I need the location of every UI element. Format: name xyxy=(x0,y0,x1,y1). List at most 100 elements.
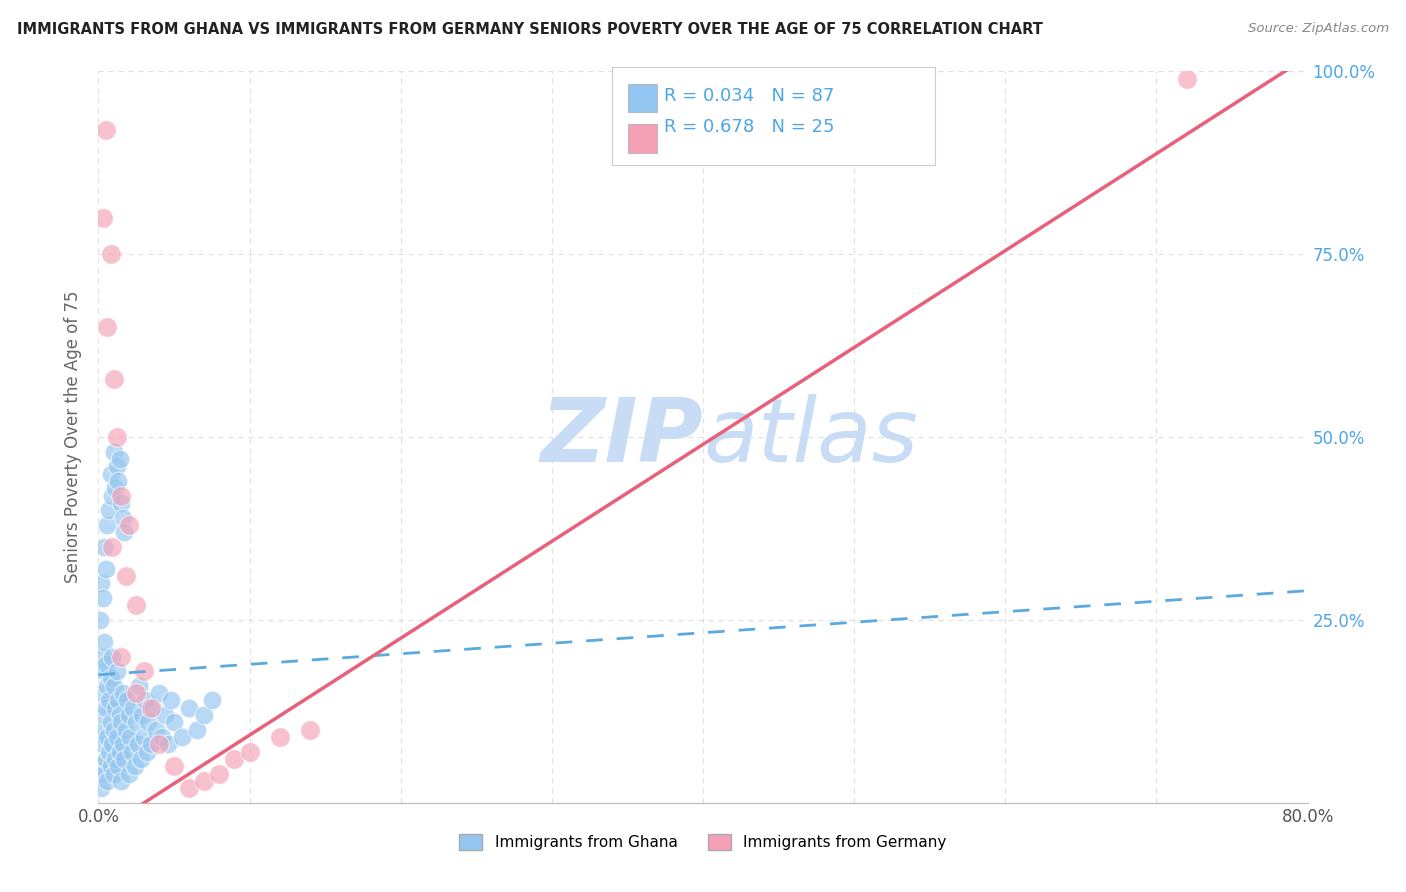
Point xyxy=(148,737,170,751)
Point xyxy=(91,737,114,751)
Point xyxy=(239,745,262,759)
Point xyxy=(125,599,148,613)
Point xyxy=(148,686,170,700)
Point xyxy=(179,700,201,714)
Point xyxy=(131,708,153,723)
Point xyxy=(100,759,122,773)
Point xyxy=(125,686,148,700)
Point xyxy=(105,730,128,744)
Point xyxy=(108,708,131,723)
Point xyxy=(93,635,115,649)
Point xyxy=(193,773,215,788)
Point xyxy=(94,562,117,576)
Point xyxy=(91,211,114,225)
Point xyxy=(103,444,125,458)
Point xyxy=(299,723,322,737)
Point xyxy=(90,576,112,591)
Point xyxy=(135,745,157,759)
Point xyxy=(201,693,224,707)
Point xyxy=(107,693,129,707)
Point xyxy=(111,510,134,524)
Point xyxy=(96,730,118,744)
Point xyxy=(94,123,117,137)
Point xyxy=(129,752,152,766)
Text: Source: ZipAtlas.com: Source: ZipAtlas.com xyxy=(1249,22,1389,36)
Point xyxy=(1175,71,1198,86)
Point xyxy=(108,452,131,467)
Point xyxy=(98,503,121,517)
Point xyxy=(118,766,141,780)
Point xyxy=(101,489,124,503)
Point xyxy=(132,664,155,678)
Point xyxy=(100,247,122,261)
Point xyxy=(163,759,186,773)
Point xyxy=(118,517,141,532)
Point xyxy=(193,708,215,723)
Point xyxy=(94,657,117,671)
Point xyxy=(112,525,135,540)
Point xyxy=(170,730,193,744)
Point xyxy=(103,371,125,385)
Point xyxy=(89,759,111,773)
Text: R = 0.678   N = 25: R = 0.678 N = 25 xyxy=(664,118,834,136)
Point xyxy=(110,773,132,788)
Point xyxy=(115,693,138,707)
Point xyxy=(122,700,145,714)
Point xyxy=(110,489,132,503)
Point xyxy=(160,693,183,707)
Point xyxy=(105,459,128,474)
Point xyxy=(101,540,124,554)
Point xyxy=(93,540,115,554)
Point xyxy=(90,781,112,796)
Point xyxy=(111,737,134,751)
Point xyxy=(141,737,163,751)
Point xyxy=(91,686,114,700)
Text: atlas: atlas xyxy=(703,394,918,480)
Text: IMMIGRANTS FROM GHANA VS IMMIGRANTS FROM GERMANY SENIORS POVERTY OVER THE AGE OF: IMMIGRANTS FROM GHANA VS IMMIGRANTS FROM… xyxy=(17,22,1043,37)
Point xyxy=(156,737,179,751)
Point xyxy=(124,759,146,773)
Point xyxy=(96,679,118,693)
Point xyxy=(96,320,118,334)
Point xyxy=(107,759,129,773)
Point xyxy=(112,752,135,766)
Point xyxy=(110,496,132,510)
Point xyxy=(101,649,124,664)
Point xyxy=(90,723,112,737)
Point xyxy=(91,649,114,664)
Point xyxy=(91,591,114,605)
Point xyxy=(98,745,121,759)
Point xyxy=(101,737,124,751)
Point xyxy=(186,723,208,737)
Point xyxy=(127,737,149,751)
Point xyxy=(108,745,131,759)
Point xyxy=(125,715,148,730)
Point xyxy=(103,679,125,693)
Point xyxy=(98,693,121,707)
Point xyxy=(114,723,136,737)
Point xyxy=(132,730,155,744)
Point xyxy=(96,517,118,532)
Point xyxy=(128,679,150,693)
Point xyxy=(224,752,246,766)
Point xyxy=(93,664,115,678)
Point xyxy=(104,481,127,495)
Point xyxy=(104,752,127,766)
Point xyxy=(114,569,136,583)
Point xyxy=(121,745,143,759)
Point xyxy=(110,715,132,730)
Point xyxy=(107,474,129,488)
Text: R = 0.034   N = 87: R = 0.034 N = 87 xyxy=(664,87,834,105)
Point xyxy=(89,613,111,627)
Point xyxy=(94,752,117,766)
Point xyxy=(93,708,115,723)
Point xyxy=(118,708,141,723)
Legend: Immigrants from Ghana, Immigrants from Germany: Immigrants from Ghana, Immigrants from G… xyxy=(460,834,946,850)
Point xyxy=(93,766,115,780)
Point xyxy=(153,708,176,723)
Point xyxy=(96,773,118,788)
Point xyxy=(100,467,122,481)
Point xyxy=(94,700,117,714)
Point xyxy=(100,715,122,730)
Point xyxy=(269,730,291,744)
